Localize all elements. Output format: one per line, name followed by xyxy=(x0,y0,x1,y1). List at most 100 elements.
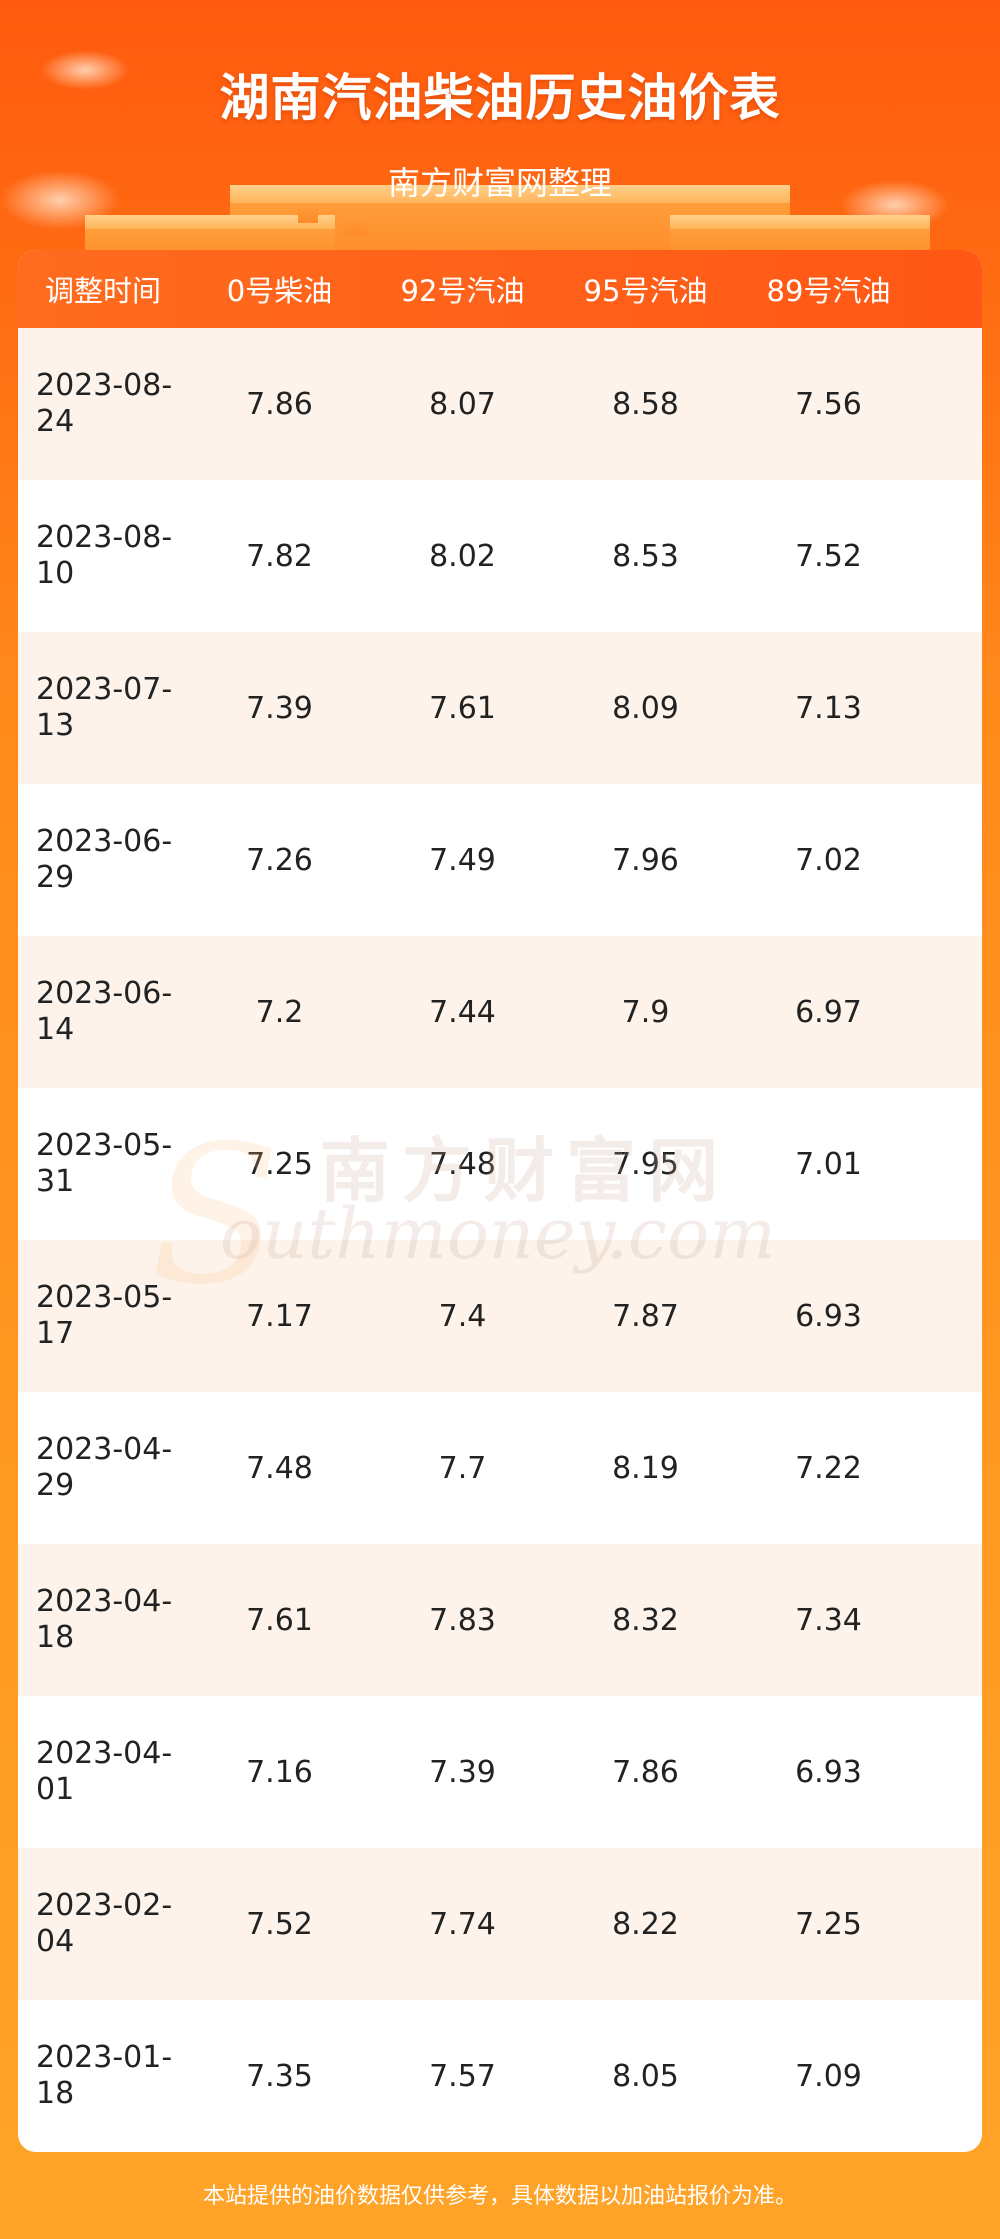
date-cell: 2023-06- 29 xyxy=(18,824,188,896)
gasoline-89-price: 6.93 xyxy=(795,1298,862,1334)
table-row: 2023-05- 17 7.17 7.4 7.87 6.93 xyxy=(18,1240,982,1392)
gasoline-95-price: 8.53 xyxy=(612,538,679,574)
gasoline-89-price: 7.22 xyxy=(795,1450,862,1486)
table-row: 2023-06- 29 7.26 7.49 7.96 7.02 xyxy=(18,784,982,936)
date-cell: 2023-08- 24 xyxy=(18,368,188,440)
column-header-gasoline-89: 89号汽油 xyxy=(766,274,891,308)
date-cell: 2023-05- 17 xyxy=(18,1280,188,1352)
date-line-2: 29 xyxy=(36,1468,75,1503)
date-line-1: 2023-07- xyxy=(36,672,173,707)
gasoline-95-price: 8.05 xyxy=(612,2058,679,2094)
date-line-2: 24 xyxy=(36,404,75,439)
cloud-decoration xyxy=(40,50,130,90)
date-line-2: 01 xyxy=(36,1772,75,1807)
date-line-2: 14 xyxy=(36,1012,75,1047)
gasoline-95-price: 7.96 xyxy=(612,842,679,878)
gasoline-89-price: 7.01 xyxy=(795,1146,862,1182)
gasoline-89-price: 7.34 xyxy=(795,1602,862,1638)
gasoline-95-price: 8.58 xyxy=(612,386,679,422)
date-cell: 2023-04- 18 xyxy=(18,1584,188,1656)
date-line-1: 2023-06- xyxy=(36,824,173,859)
diesel-0-price: 7.17 xyxy=(246,1298,313,1334)
date-cell: 2023-05- 31 xyxy=(18,1128,188,1200)
gasoline-89-price: 7.13 xyxy=(795,690,862,726)
gasoline-89-price: 7.52 xyxy=(795,538,862,574)
podium-decoration xyxy=(230,185,790,203)
oil-price-table: 调整时间 0号柴油 92号汽油 95号汽油 89号汽油 2023-08- 24 7.… xyxy=(18,250,982,2152)
column-header-date: 调整时间 xyxy=(44,274,161,308)
gasoline-92-price: 7.49 xyxy=(429,842,496,878)
gasoline-95-price: 8.09 xyxy=(612,690,679,726)
page-title: 湖南汽油柴油历史油价表 xyxy=(219,69,781,127)
table-row: 2023-08- 10 7.82 8.02 8.53 7.52 xyxy=(18,480,982,632)
date-cell: 2023-04- 01 xyxy=(18,1736,188,1808)
date-cell: 2023-08- 10 xyxy=(18,520,188,592)
gasoline-92-price: 7.44 xyxy=(429,994,496,1030)
table-row: 2023-08- 24 7.86 8.07 8.58 7.56 xyxy=(18,328,982,480)
date-line-1: 2023-06- xyxy=(36,976,173,1011)
header-banner: 湖南汽油柴油历史油价表 南方财富网整理 xyxy=(0,0,1000,260)
gasoline-95-price: 7.95 xyxy=(612,1146,679,1182)
diesel-0-price: 7.2 xyxy=(255,994,304,1030)
column-header-diesel-0: 0号柴油 xyxy=(226,274,333,308)
gasoline-92-price: 7.48 xyxy=(429,1146,496,1182)
date-cell: 2023-01- 18 xyxy=(18,2040,188,2112)
gasoline-89-price: 7.25 xyxy=(795,1906,862,1942)
gasoline-95-price: 8.22 xyxy=(612,1906,679,1942)
cube-decoration xyxy=(345,215,367,235)
gasoline-95-price: 7.9 xyxy=(621,994,670,1030)
date-line-2: 31 xyxy=(36,1164,75,1199)
table-row: 2023-04- 18 7.61 7.83 8.32 7.34 xyxy=(18,1544,982,1696)
gasoline-92-price: 7.7 xyxy=(438,1450,487,1486)
gasoline-95-price: 8.19 xyxy=(612,1450,679,1486)
table-row: 2023-07- 13 7.39 7.61 8.09 7.13 xyxy=(18,632,982,784)
gasoline-95-price: 7.86 xyxy=(612,1754,679,1790)
diesel-0-price: 7.61 xyxy=(246,1602,313,1638)
table-row: 2023-04- 01 7.16 7.39 7.86 6.93 xyxy=(18,1696,982,1848)
podium-decoration xyxy=(85,215,335,229)
gasoline-92-price: 7.4 xyxy=(438,1298,487,1334)
table-row: 2023-05- 31 7.25 7.48 7.95 7.01 xyxy=(18,1088,982,1240)
diesel-0-price: 7.35 xyxy=(246,2058,313,2094)
date-cell: 2023-02- 04 xyxy=(18,1888,188,1960)
date-line-2: 18 xyxy=(36,2076,75,2111)
table-row: 2023-01- 18 7.35 7.57 8.05 7.09 xyxy=(18,2000,982,2152)
gasoline-92-price: 8.02 xyxy=(429,538,496,574)
gasoline-89-price: 7.56 xyxy=(795,386,862,422)
footer-disclaimer: 本站提供的油价数据仅供参考，具体数据以加油站报价为准。 xyxy=(202,2184,797,2209)
gasoline-92-price: 8.07 xyxy=(429,386,496,422)
diesel-0-price: 7.52 xyxy=(246,1906,313,1942)
date-line-1: 2023-04- xyxy=(36,1584,173,1619)
date-line-2: 04 xyxy=(36,1924,75,1959)
diesel-0-price: 7.26 xyxy=(246,842,313,878)
date-cell: 2023-04- 29 xyxy=(18,1432,188,1504)
date-line-1: 2023-05- xyxy=(36,1128,173,1163)
date-line-1: 2023-05- xyxy=(36,1280,173,1315)
gasoline-95-price: 7.87 xyxy=(612,1298,679,1334)
date-line-2: 10 xyxy=(36,556,75,591)
diesel-0-price: 7.25 xyxy=(246,1146,313,1182)
gasoline-92-price: 7.83 xyxy=(429,1602,496,1638)
date-cell: 2023-07- 13 xyxy=(18,672,188,744)
diesel-0-price: 7.82 xyxy=(246,538,313,574)
date-line-1: 2023-02- xyxy=(36,1888,173,1923)
column-header-gasoline-92: 92号汽油 xyxy=(400,274,525,308)
date-line-2: 13 xyxy=(36,708,75,743)
gasoline-89-price: 6.93 xyxy=(795,1754,862,1790)
date-line-1: 2023-04- xyxy=(36,1432,173,1467)
table-row: 2023-02- 04 7.52 7.74 8.22 7.25 xyxy=(18,1848,982,2000)
date-line-1: 2023-04- xyxy=(36,1736,173,1771)
date-line-2: 18 xyxy=(36,1620,75,1655)
table-row: 2023-04- 29 7.48 7.7 8.19 7.22 xyxy=(18,1392,982,1544)
gasoline-89-price: 7.09 xyxy=(795,2058,862,2094)
diesel-0-price: 7.48 xyxy=(246,1450,313,1486)
date-line-1: 2023-01- xyxy=(36,2040,173,2075)
diesel-0-price: 7.39 xyxy=(246,690,313,726)
table-body: 2023-08- 24 7.86 8.07 8.58 7.56 2023-08- 10 7.82… xyxy=(18,328,982,2152)
podium-decoration xyxy=(670,215,930,229)
page-subtitle: 南方财富网整理 xyxy=(387,164,612,202)
date-cell: 2023-06- 14 xyxy=(18,976,188,1048)
gasoline-95-price: 8.32 xyxy=(612,1602,679,1638)
date-line-1: 2023-08- xyxy=(36,368,173,403)
gasoline-92-price: 7.39 xyxy=(429,1754,496,1790)
